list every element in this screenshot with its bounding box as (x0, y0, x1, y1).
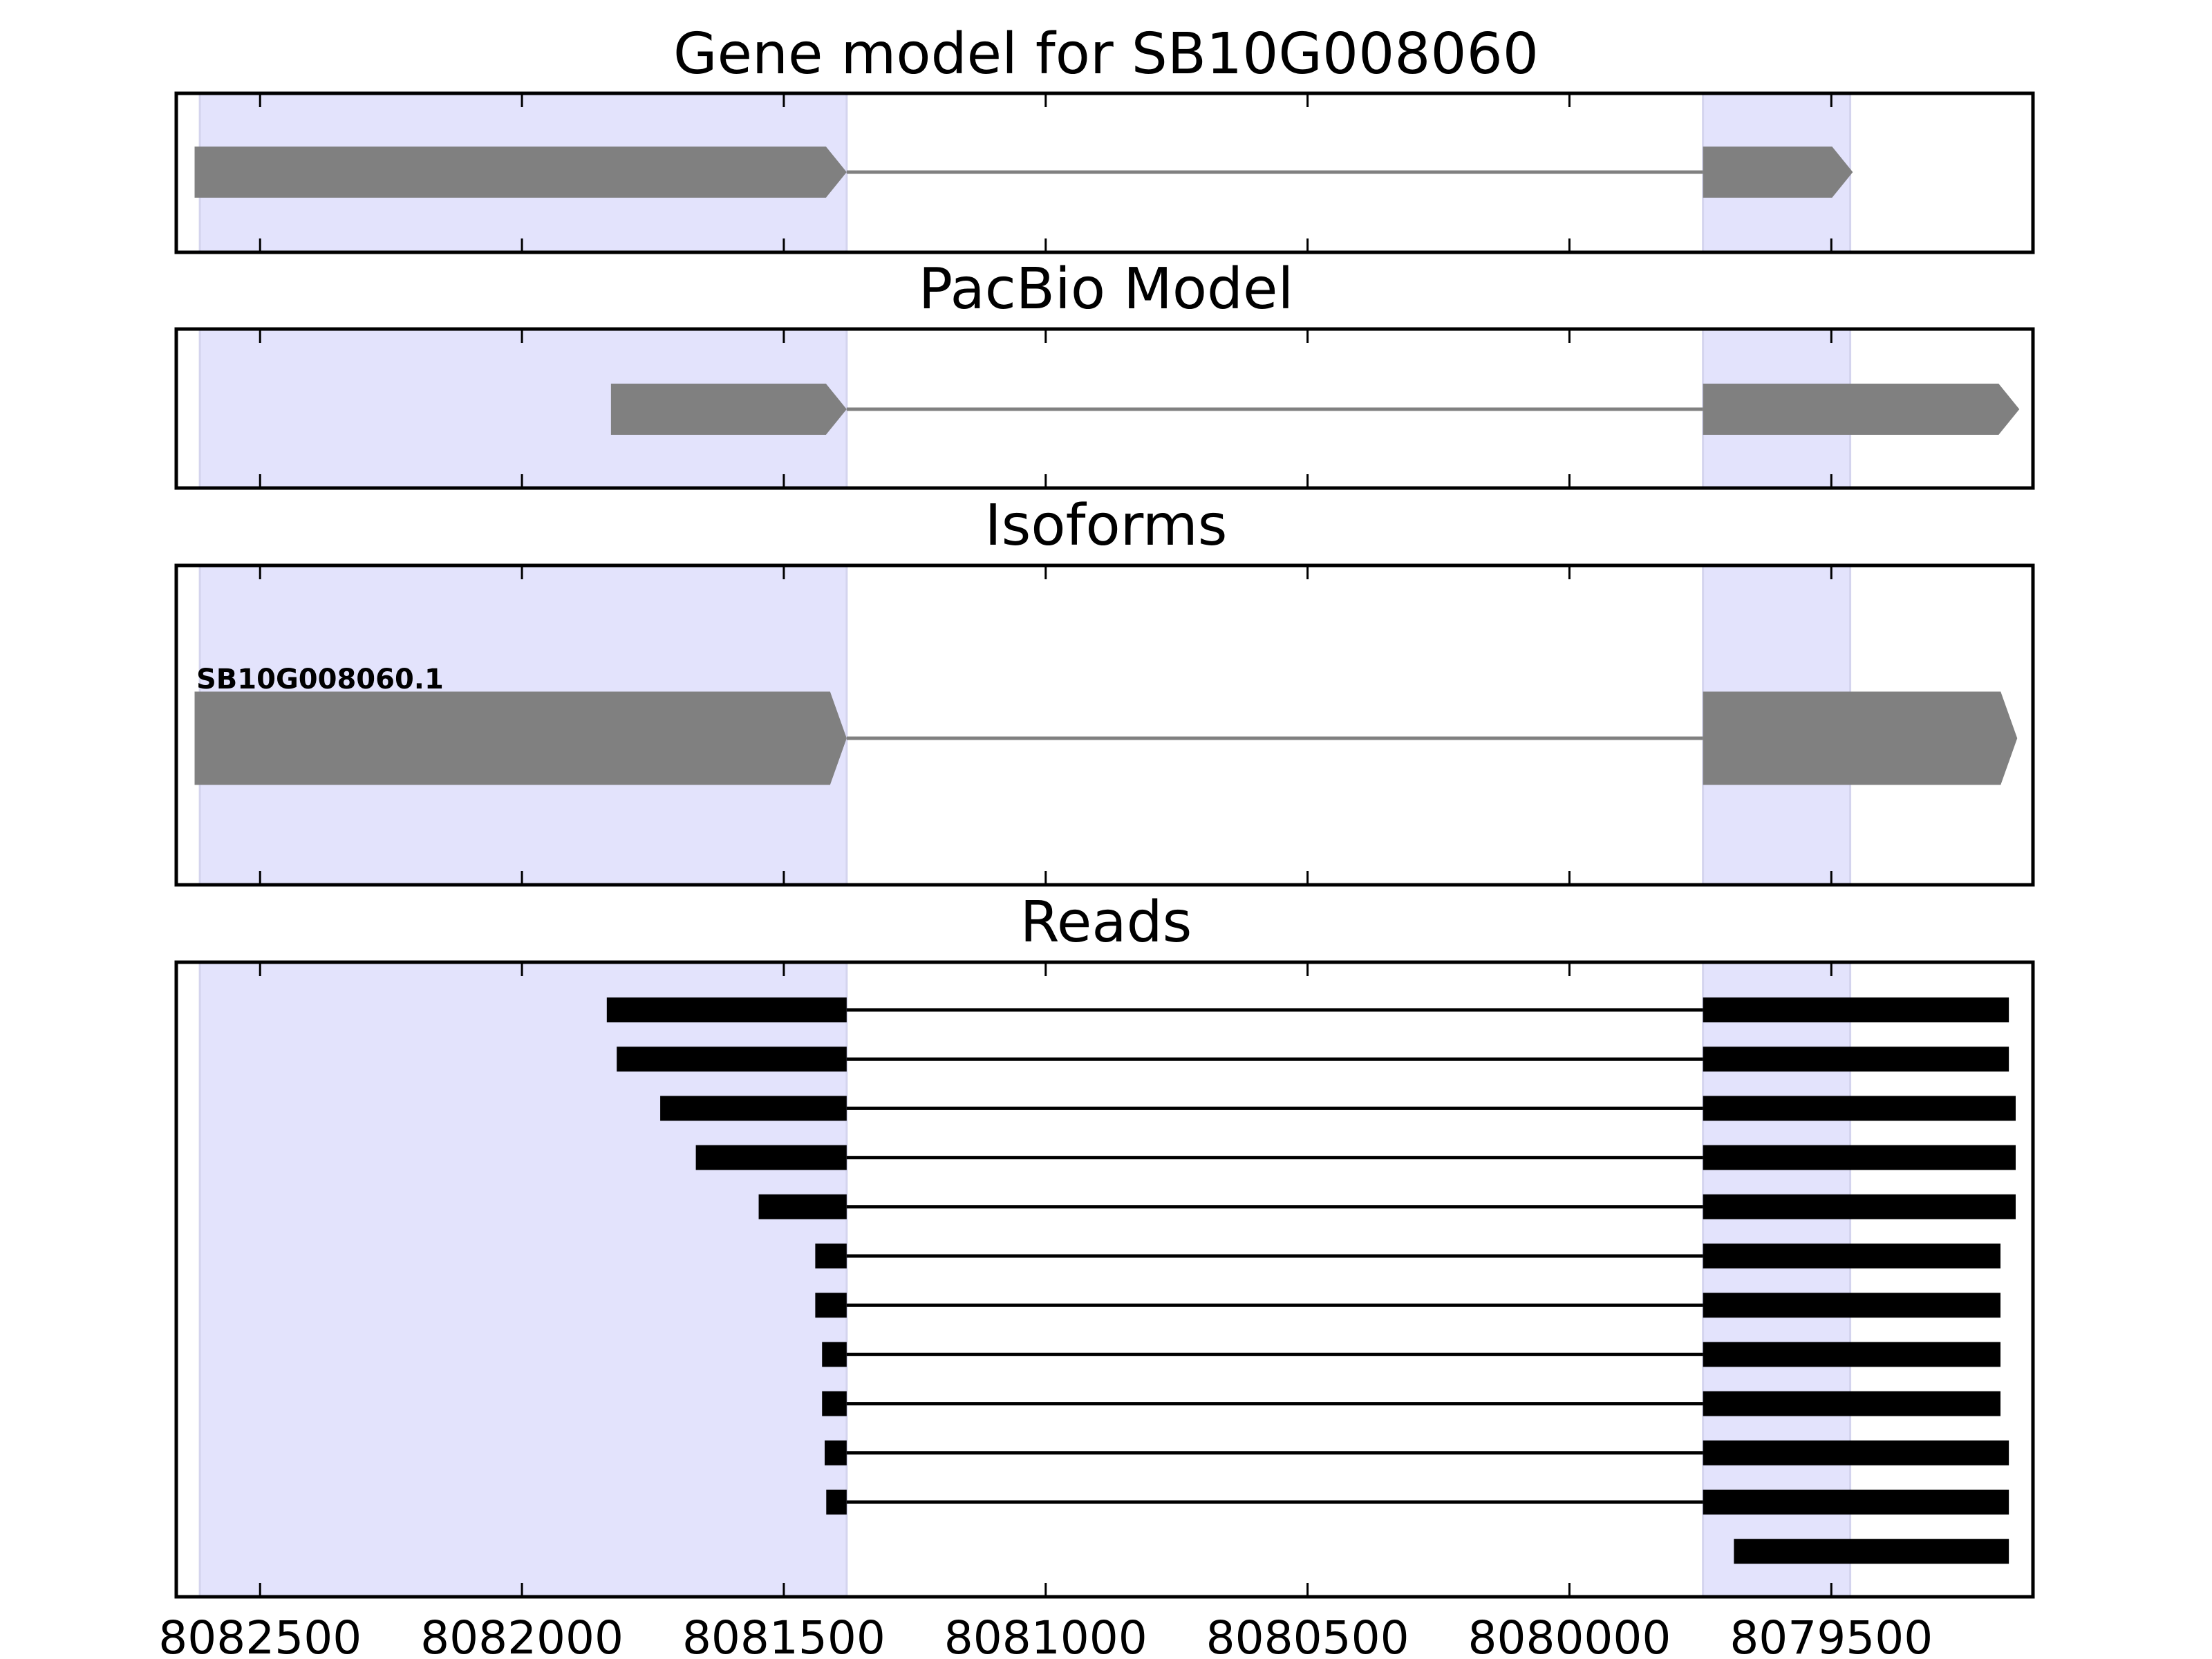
exon-arrow (194, 691, 847, 785)
exon-arrow (1703, 384, 2020, 435)
panel-title-pacbio: PacBio Model (919, 256, 1294, 322)
panel-title-gene-model: Gene model for SB10G008060 (673, 21, 1539, 87)
panel-frame (174, 327, 2035, 490)
read-block (1703, 1293, 2001, 1318)
read-block (695, 1145, 847, 1170)
read-block (1703, 1490, 2009, 1515)
exon-arrow (610, 384, 847, 435)
read-block (606, 997, 847, 1022)
x-tick-label: 8079500 (1730, 1611, 1933, 1659)
read-block (1703, 1145, 2016, 1170)
read-block (825, 1440, 847, 1465)
read-block (822, 1391, 847, 1416)
x-tick-label: 8081000 (944, 1611, 1147, 1659)
panel-title-reads: Reads (1020, 890, 1192, 955)
isoform-label: SB10G008060.1 (196, 664, 444, 695)
read-block (1703, 1342, 2001, 1367)
read-block (617, 1047, 847, 1072)
x-tick-label: 8080000 (1468, 1611, 1671, 1659)
read-block (1703, 1391, 2001, 1416)
panel-frame (174, 960, 2035, 1599)
read-block (660, 1096, 847, 1121)
panel-frame (174, 563, 2035, 887)
x-tick-labels: 8082500 8082000 8081500 8081000 8080500 80800… (158, 1611, 1933, 1659)
exon-arrow (194, 147, 847, 198)
track-shapes (174, 91, 2035, 1599)
read-block (1703, 1194, 2016, 1219)
exon-arrow (1703, 691, 2018, 785)
read-block (1703, 1244, 2001, 1268)
read-block (826, 1490, 847, 1515)
x-tick-label: 8082000 (420, 1611, 624, 1659)
x-tick-label: 8080500 (1206, 1611, 1409, 1659)
x-tick-label: 8081500 (682, 1611, 885, 1659)
read-block (1703, 997, 2009, 1022)
panel-title-isoforms: Isoforms (985, 493, 1228, 559)
read-block (815, 1293, 847, 1318)
read-block (1703, 1440, 2009, 1465)
panel-frame (174, 91, 2035, 254)
read-block (815, 1244, 847, 1268)
read-block (758, 1194, 847, 1219)
x-tick-label: 8082500 (158, 1611, 362, 1659)
exon-arrow (1703, 147, 1853, 198)
read-block (822, 1342, 847, 1367)
read-block (1703, 1047, 2009, 1072)
read-block (1734, 1539, 2009, 1564)
read-block (1703, 1096, 2016, 1121)
